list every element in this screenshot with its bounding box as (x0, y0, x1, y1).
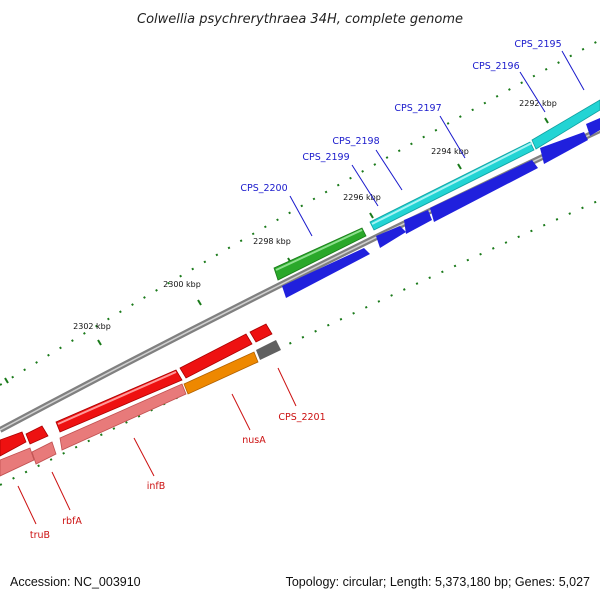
cds-pink-truB (0, 447, 35, 477)
cds-pink-rbfA (31, 441, 57, 465)
cds-green (273, 227, 367, 281)
gene-label-cps-2200: CPS_2200 (240, 183, 287, 194)
cds-blue-2195 (586, 118, 600, 136)
cds-red-rbfA (25, 425, 49, 445)
gene-label-nusa: nusA (242, 435, 266, 446)
cds-orange-nusA (183, 351, 259, 395)
cds-cyan-upper-right (531, 99, 600, 150)
tick-label-2300: 2300 kbp (163, 280, 201, 289)
gene-label-cps-2196: CPS_2196 (472, 61, 519, 72)
cds-blue-2197 (430, 160, 538, 222)
genome-summary-text: Topology: circular; Length: 5,373,180 bp… (286, 575, 590, 589)
cds-red-2201 (249, 323, 273, 343)
cds-green-highlight (275, 229, 363, 271)
accession-text: Accession: NC_003910 (10, 575, 141, 589)
gene-label-infb: infB (147, 481, 166, 492)
gene-label-rbfa: rbfA (62, 516, 82, 527)
cds-grey (256, 340, 281, 360)
cds-cyan-upper (369, 141, 535, 231)
cds-blue-2200 (282, 248, 370, 298)
cds-blue-2199 (376, 226, 406, 248)
gene-label-cps-2198: CPS_2198 (332, 136, 379, 147)
cds-red-truB (0, 431, 27, 457)
gene-label-cps-2199: CPS_2199 (302, 152, 349, 163)
major-ticks (4, 117, 549, 384)
tick-label-2292: 2292 kbp (519, 99, 557, 108)
outer-tick-dots (0, 39, 600, 386)
cds-blue-2196 (540, 132, 588, 164)
cds-red-nusA-top (179, 333, 253, 379)
tick-label-2298: 2298 kbp (253, 237, 291, 246)
tick-label-2294: 2294 kbp (431, 147, 469, 156)
cds-red-infB-highlight (57, 371, 177, 425)
cds-blue-2198 (404, 210, 432, 234)
gene-label-cps-2197: CPS_2197 (394, 103, 441, 114)
cds-cyan-highlight (371, 142, 533, 225)
cds-pink-infB (59, 383, 187, 451)
blue-callouts (289, 50, 585, 237)
tick-label-2296: 2296 kbp (343, 193, 381, 202)
red-callouts (17, 367, 297, 525)
gene-label-cps-2195: CPS_2195 (514, 39, 561, 50)
tick-label-2302: 2302 kbp (73, 322, 111, 331)
gene-label-trub: truB (30, 530, 50, 541)
gene-label-cps-2201: CPS_2201 (278, 412, 325, 423)
cds-red-infB (55, 369, 183, 433)
map-title: Colwellia psychrerythraea 34H, complete … (137, 12, 463, 27)
